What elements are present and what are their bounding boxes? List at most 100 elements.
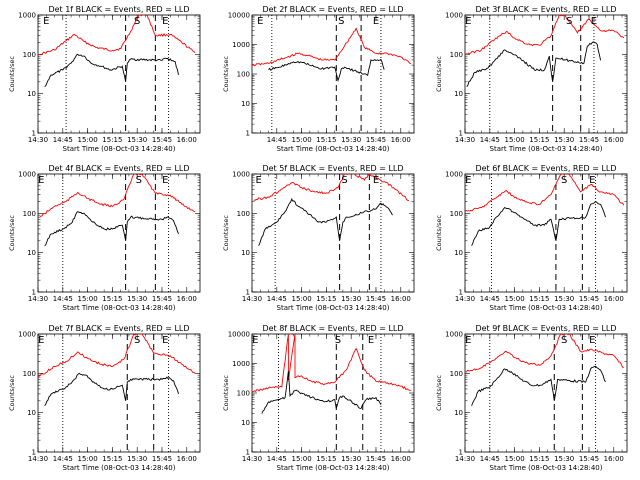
black-events-series-line xyxy=(268,58,385,83)
x-tick-label: 14:30 xyxy=(455,455,475,463)
phase-marker-label: E xyxy=(162,16,168,27)
y-tick-label: 10 xyxy=(454,409,463,417)
red-lld-series-line xyxy=(39,174,196,218)
y-tick-label: 1 xyxy=(459,289,463,297)
y-tick-label: 100 xyxy=(23,210,36,218)
x-tick-label: 15:45 xyxy=(366,455,386,463)
chart-panel-7: Det 7f BLACK = Events, RED = LLD 1 10 100 10… xyxy=(8,324,201,472)
y-tick-label: 10000 xyxy=(228,12,250,20)
phase-marker-label: E xyxy=(589,175,595,186)
x-tick-label: 14:45 xyxy=(53,295,73,303)
phase-marker-label: E xyxy=(465,16,471,27)
chart-title: Det 9f BLACK = Events, RED = LLD xyxy=(475,324,616,333)
red-lld-series-line xyxy=(252,27,411,67)
x-axis-label: Start Time (08-Oct-03 14:28:40) xyxy=(490,304,603,312)
y-tick-label: 10 xyxy=(241,100,250,108)
x-tick-label: 15:30 xyxy=(554,455,574,463)
x-tick-label: 15:15 xyxy=(102,455,122,463)
black-events-series-line xyxy=(258,198,393,246)
y-tick-label: 1 xyxy=(246,289,250,297)
x-tick-label: 14:30 xyxy=(455,136,475,144)
phase-marker-label: S xyxy=(134,335,140,346)
x-tick-label: 16:00 xyxy=(604,136,624,144)
chart-title: Det 7f BLACK = Events, RED = LLD xyxy=(48,324,189,333)
y-tick-label: 10 xyxy=(241,419,250,427)
x-tick-label: 15:00 xyxy=(291,136,311,144)
phase-marker-label: S xyxy=(561,175,567,186)
plot-frame xyxy=(37,333,201,453)
plot-frame xyxy=(251,14,415,134)
x-tick-label: 15:45 xyxy=(152,136,172,144)
y-axis-label: Counts/sec xyxy=(8,215,16,251)
x-tick-label: 15:45 xyxy=(152,295,172,303)
y-tick-label: 1000 xyxy=(18,12,36,20)
plot-frame xyxy=(37,14,201,134)
y-tick-label: 10 xyxy=(27,90,36,98)
y-tick-label: 1000 xyxy=(232,360,250,368)
y-tick-label: 10 xyxy=(454,249,463,257)
y-tick-label: 1000 xyxy=(18,171,36,179)
chart-title: Det 5f BLACK = Events, RED = LLD xyxy=(262,164,403,173)
black-events-series-line xyxy=(471,365,606,406)
phase-marker-label: E xyxy=(38,335,44,346)
x-tick-label: 14:45 xyxy=(267,136,287,144)
phase-marker-label: E xyxy=(255,175,261,186)
x-tick-label: 15:15 xyxy=(316,136,336,144)
phase-marker-label: E xyxy=(591,16,597,27)
x-tick-label: 16:00 xyxy=(391,295,411,303)
x-tick-label: 15:00 xyxy=(291,295,311,303)
phase-marker-label: E xyxy=(465,175,471,186)
chart-title: Det 1f BLACK = Events, RED = LLD xyxy=(48,5,189,14)
x-tick-label: 15:00 xyxy=(77,136,97,144)
x-tick-label: 15:00 xyxy=(504,295,524,303)
x-axis-label: Start Time (08-Oct-03 14:28:40) xyxy=(277,304,390,312)
x-axis-label: Start Time (08-Oct-03 14:28:40) xyxy=(277,464,390,472)
y-axis-label: Counts/sec xyxy=(435,215,443,251)
y-tick-label: 1000 xyxy=(445,12,463,20)
x-axis-label: Start Time (08-Oct-03 14:28:40) xyxy=(63,145,176,153)
plot-frame xyxy=(464,173,628,293)
y-tick-label: 1 xyxy=(459,130,463,138)
x-tick-label: 14:45 xyxy=(53,136,73,144)
phase-marker-label: E xyxy=(162,335,168,346)
chart-panel-9: Det 9f BLACK = Events, RED = LLD 1 10 100 10… xyxy=(435,324,628,472)
x-axis-label: Start Time (08-Oct-03 14:28:40) xyxy=(490,464,603,472)
x-tick-label: 14:30 xyxy=(242,295,262,303)
chart-panel-3: Det 3f BLACK = Events, RED = LLD 1 10 100 10… xyxy=(435,5,628,153)
y-tick-label: 1000 xyxy=(18,331,36,339)
black-events-series-line xyxy=(261,371,382,414)
y-axis-label: Counts/sec xyxy=(435,56,443,92)
x-tick-label: 15:30 xyxy=(554,295,574,303)
x-tick-label: 15:45 xyxy=(366,136,386,144)
y-tick-label: 1 xyxy=(32,130,36,138)
y-axis-label: Counts/sec xyxy=(222,375,230,411)
x-tick-label: 14:45 xyxy=(480,136,500,144)
phase-marker-label: E xyxy=(162,175,168,186)
red-lld-series-line xyxy=(253,174,410,202)
phase-marker-label: E xyxy=(373,175,379,186)
chart-panel-4: Det 4f BLACK = Events, RED = LLD 1 10 100 10… xyxy=(8,164,201,312)
phase-marker-label: E xyxy=(465,335,471,346)
y-tick-label: 1000 xyxy=(445,331,463,339)
y-tick-label: 10000 xyxy=(228,331,250,339)
phase-marker-label: S xyxy=(136,175,142,186)
x-tick-label: 15:45 xyxy=(366,295,386,303)
y-tick-label: 100 xyxy=(237,71,250,79)
phase-marker-label: S xyxy=(338,16,344,27)
plot-frame xyxy=(251,333,415,453)
x-tick-label: 14:45 xyxy=(480,295,500,303)
y-tick-label: 1000 xyxy=(232,171,250,179)
x-tick-label: 14:30 xyxy=(28,455,48,463)
y-tick-label: 100 xyxy=(237,210,250,218)
y-tick-label: 100 xyxy=(23,51,36,59)
black-events-series-line xyxy=(44,372,179,407)
x-tick-label: 16:00 xyxy=(177,455,197,463)
x-tick-label: 15:45 xyxy=(579,455,599,463)
phase-marker-label: E xyxy=(43,16,49,27)
red-lld-series-line xyxy=(38,334,196,378)
x-tick-label: 14:30 xyxy=(28,295,48,303)
x-tick-label: 14:45 xyxy=(267,455,287,463)
y-tick-label: 10 xyxy=(27,249,36,257)
chart-title: Det 6f BLACK = Events, RED = LLD xyxy=(475,164,616,173)
x-tick-label: 16:00 xyxy=(177,295,197,303)
